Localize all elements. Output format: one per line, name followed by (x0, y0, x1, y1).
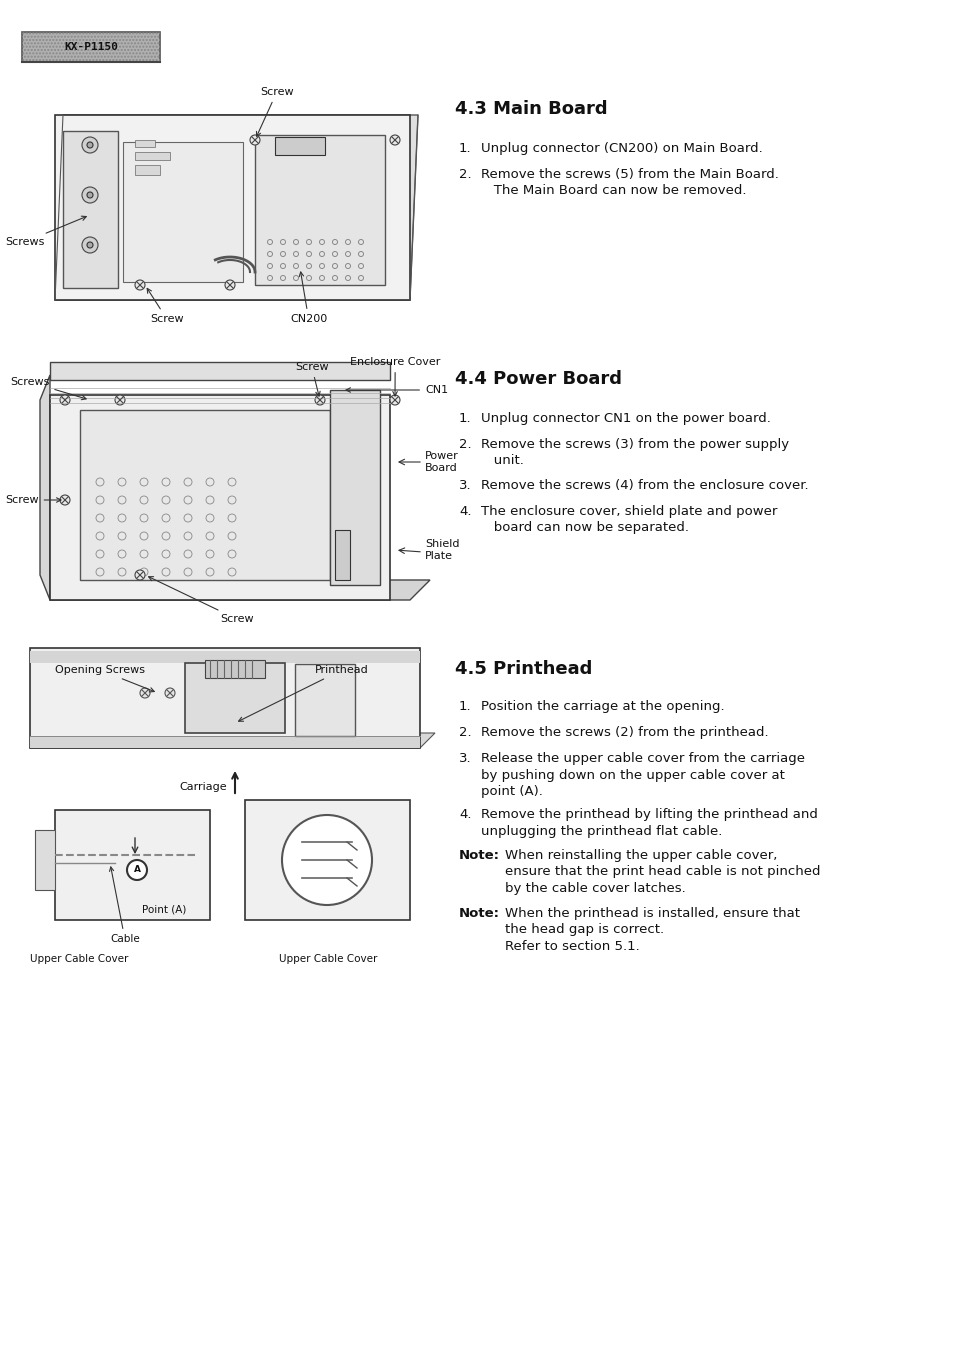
Bar (185, 663, 285, 734)
Polygon shape (40, 376, 50, 600)
Circle shape (82, 186, 98, 203)
Text: 4.: 4. (458, 505, 471, 517)
Text: 4.4 Power Board: 4.4 Power Board (455, 370, 621, 388)
Text: Screw: Screw (5, 494, 61, 505)
Text: Note:: Note: (458, 848, 499, 862)
Bar (80, 409, 330, 580)
Circle shape (165, 688, 174, 698)
Text: Screws: Screws (10, 377, 86, 400)
Text: 4.5 Printhead: 4.5 Printhead (455, 661, 592, 678)
Text: Position the carriage at the opening.: Position the carriage at the opening. (480, 700, 724, 713)
Polygon shape (35, 830, 55, 890)
Polygon shape (55, 115, 417, 300)
Text: Printhead: Printhead (238, 665, 369, 721)
Circle shape (140, 688, 150, 698)
Text: Remove the printhead by lifting the printhead and
unplugging the printhead flat : Remove the printhead by lifting the prin… (480, 808, 817, 838)
Text: 2.: 2. (458, 168, 471, 181)
Polygon shape (30, 734, 435, 748)
Circle shape (87, 192, 92, 199)
Bar (335, 530, 350, 580)
Text: Screw: Screw (294, 362, 328, 396)
Circle shape (390, 135, 399, 145)
Circle shape (60, 494, 70, 505)
Circle shape (225, 280, 234, 290)
Bar (135, 153, 170, 159)
Circle shape (250, 135, 260, 145)
Text: CN200: CN200 (290, 272, 327, 324)
Bar (50, 362, 390, 380)
Bar (205, 661, 265, 678)
Text: Note:: Note: (458, 907, 499, 920)
Text: 1.: 1. (458, 142, 471, 155)
Circle shape (115, 394, 125, 405)
Text: Upper Cable Cover: Upper Cable Cover (30, 954, 129, 965)
Text: Power
Board: Power Board (424, 451, 458, 473)
Text: A: A (133, 866, 140, 874)
Text: Screws: Screws (5, 216, 86, 247)
Text: Unplug connector CN1 on the power board.: Unplug connector CN1 on the power board. (480, 412, 770, 426)
Circle shape (82, 136, 98, 153)
Bar (294, 663, 355, 736)
Text: Enclosure Cover: Enclosure Cover (350, 357, 440, 396)
Text: The enclosure cover, shield plate and power
   board can now be separated.: The enclosure cover, shield plate and po… (480, 505, 777, 535)
Bar (50, 394, 390, 600)
Text: 3.: 3. (458, 480, 471, 492)
Text: 3.: 3. (458, 753, 471, 765)
Bar (135, 165, 160, 176)
Circle shape (87, 242, 92, 249)
Bar (254, 135, 385, 285)
Text: 4.3 Main Board: 4.3 Main Board (455, 100, 607, 118)
Text: Opening Screws: Opening Screws (55, 665, 154, 692)
Bar (135, 141, 154, 147)
Text: Screw: Screw (149, 577, 253, 624)
Text: KX-P1150: KX-P1150 (64, 42, 118, 51)
Bar (123, 142, 243, 282)
Circle shape (127, 861, 147, 880)
Bar (55, 811, 210, 920)
Text: When reinstalling the upper cable cover,
ensure that the print head cable is not: When reinstalling the upper cable cover,… (504, 848, 820, 894)
Text: Upper Cable Cover: Upper Cable Cover (278, 954, 377, 965)
Text: Screw: Screw (256, 86, 294, 136)
Circle shape (135, 570, 145, 580)
Text: 2.: 2. (458, 725, 471, 739)
Circle shape (314, 394, 325, 405)
Bar (30, 736, 419, 748)
Circle shape (82, 236, 98, 253)
Bar (22, 32, 160, 62)
Bar (63, 131, 118, 288)
Text: Remove the screws (5) from the Main Board.
   The Main Board can now be removed.: Remove the screws (5) from the Main Boar… (480, 168, 778, 197)
Circle shape (87, 142, 92, 149)
Text: 2.: 2. (458, 438, 471, 451)
Circle shape (60, 394, 70, 405)
Text: CN1: CN1 (346, 385, 448, 394)
Text: Cable: Cable (110, 867, 139, 944)
Text: Shield
Plate: Shield Plate (424, 539, 459, 561)
Text: 4.: 4. (458, 808, 471, 821)
Text: Release the upper cable cover from the carriage
by pushing down on the upper cab: Release the upper cable cover from the c… (480, 753, 804, 798)
Circle shape (135, 280, 145, 290)
Text: Remove the screws (3) from the power supply
   unit.: Remove the screws (3) from the power sup… (480, 438, 788, 467)
Bar (22, 32, 160, 62)
Text: 1.: 1. (458, 412, 471, 426)
Text: Screw: Screw (147, 288, 183, 324)
Bar (274, 136, 325, 155)
Text: Point (A): Point (A) (142, 904, 186, 915)
Text: When the printhead is installed, ensure that
the head gap is correct.
Refer to s: When the printhead is installed, ensure … (504, 907, 800, 952)
Bar (30, 648, 419, 748)
Bar (330, 390, 379, 585)
Circle shape (390, 394, 399, 405)
Text: Carriage: Carriage (179, 782, 227, 792)
Text: Remove the screws (2) from the printhead.: Remove the screws (2) from the printhead… (480, 725, 768, 739)
Circle shape (282, 815, 372, 905)
Bar (30, 651, 419, 663)
Bar (245, 800, 410, 920)
Text: Unplug connector (CN200) on Main Board.: Unplug connector (CN200) on Main Board. (480, 142, 762, 155)
Polygon shape (50, 580, 430, 600)
Text: 1.: 1. (458, 700, 471, 713)
Text: Remove the screws (4) from the enclosure cover.: Remove the screws (4) from the enclosure… (480, 480, 808, 492)
Bar (55, 115, 410, 300)
